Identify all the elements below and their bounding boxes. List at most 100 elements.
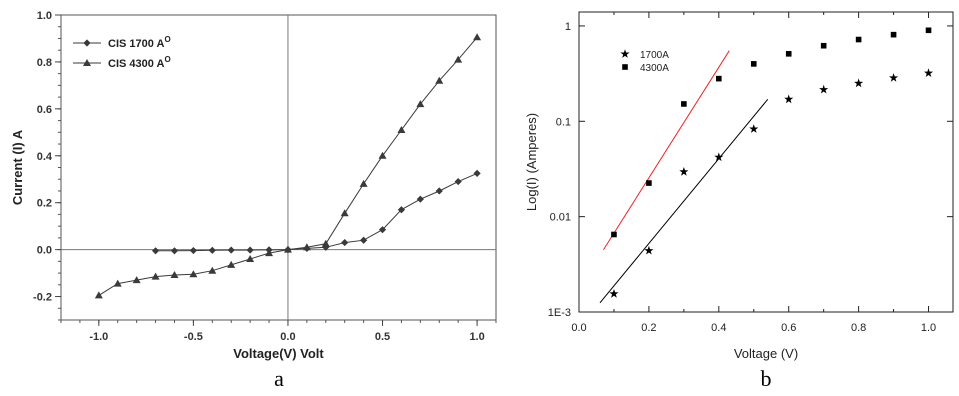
x-tick-label: -0.5 bbox=[184, 331, 203, 343]
x-tick-label: 0.0 bbox=[280, 331, 295, 343]
data-point-series-2 bbox=[925, 27, 932, 34]
data-point-series-1 bbox=[246, 246, 254, 254]
x-tick-label: 0.4 bbox=[711, 322, 726, 334]
data-point-series-1 bbox=[208, 246, 216, 254]
data-point-series-1 bbox=[341, 238, 349, 247]
legend-marker bbox=[83, 39, 91, 47]
data-point-series-1 bbox=[644, 245, 654, 255]
data-point-series-1 bbox=[609, 289, 619, 298]
legend-marker bbox=[620, 49, 630, 58]
x-tick-label: 0.0 bbox=[571, 322, 586, 334]
data-point-series-2 bbox=[890, 31, 897, 38]
x-tick-label: 1.0 bbox=[469, 331, 484, 343]
data-point-series-2 bbox=[646, 180, 652, 186]
x-axis-label: Voltage(V) Volt bbox=[233, 346, 324, 361]
legend-marker bbox=[622, 64, 628, 70]
data-point-series-2 bbox=[321, 239, 330, 247]
data-point-series-2 bbox=[132, 276, 141, 284]
y-tick-label: 1 bbox=[565, 21, 571, 33]
data-point-series-2 bbox=[359, 179, 368, 187]
data-point-series-1 bbox=[151, 247, 160, 255]
y-tick-label: 1.0 bbox=[37, 10, 52, 22]
panel-b: 0.0 0.2 0.4 0.6 0.8 1.0 1E-3 0.01 0.1 1 Voltage (V… bbox=[524, 11, 954, 391]
data-point-series-2 bbox=[820, 42, 827, 49]
data-point-series-1 bbox=[454, 177, 462, 186]
data-point-series-1 bbox=[924, 68, 934, 77]
data-point-series-1 bbox=[784, 94, 794, 104]
data-point-series-1 bbox=[889, 73, 899, 82]
data-point-series-2 bbox=[716, 75, 722, 82]
data-point-series-2 bbox=[170, 270, 179, 278]
x-axis-label: Voltage (V) bbox=[734, 346, 798, 361]
y-tick-label: 1E-3 bbox=[548, 307, 571, 319]
data-point-series-2 bbox=[378, 151, 387, 159]
y-tick-label: 0.2 bbox=[37, 198, 52, 210]
y-tick-label: 0.1 bbox=[556, 116, 571, 128]
panel-label-b: b bbox=[761, 366, 772, 391]
data-point-series-1 bbox=[435, 187, 443, 195]
data-point-series-1 bbox=[378, 226, 387, 234]
data-point-series-2 bbox=[340, 209, 349, 217]
fit-line-2 bbox=[599, 98, 769, 304]
panel-label-a: a bbox=[274, 366, 284, 391]
x-tick-label: 0.6 bbox=[781, 322, 796, 334]
legend-label: CIS 1700 AO bbox=[108, 35, 171, 50]
data-point-series-2 bbox=[681, 101, 687, 107]
data-point-series-2 bbox=[397, 125, 406, 133]
panel-a: -1.0 -0.5 0.0 0.5 1.0 -0.2 0.0 0.2 0.4 0.6 0.8 1.0 V… bbox=[10, 10, 497, 391]
y-axis-label: Log(I) (Amperes) bbox=[524, 113, 539, 211]
data-point-series-2 bbox=[473, 33, 482, 41]
data-point-series-2 bbox=[416, 100, 425, 108]
data-point-series-2 bbox=[302, 243, 311, 251]
y-tick-label: 0.0 bbox=[37, 245, 52, 257]
x-tick-label: 0.8 bbox=[851, 322, 866, 334]
data-point-series-2 bbox=[855, 36, 862, 43]
data-point-series-2 bbox=[189, 270, 198, 278]
y-tick-label: 0.4 bbox=[37, 151, 53, 163]
data-point-series-2 bbox=[113, 279, 122, 287]
x-tick-label: -1.0 bbox=[89, 331, 108, 343]
data-point-series-2 bbox=[208, 266, 217, 274]
legend-superscript: O bbox=[164, 35, 170, 44]
y-axis-label: Current (I) A bbox=[10, 129, 25, 205]
x-tick-label: 1.0 bbox=[921, 322, 936, 334]
data-point-series-2 bbox=[265, 249, 274, 257]
data-point-series-2 bbox=[435, 76, 444, 84]
legend-label: CIS 4300 AO bbox=[108, 55, 171, 70]
data-point-series-1 bbox=[679, 167, 689, 176]
x-tick-label: 0.2 bbox=[641, 322, 656, 334]
data-point-series-2 bbox=[785, 51, 792, 57]
y-tick-label: 0.6 bbox=[37, 104, 52, 116]
data-point-series-1 bbox=[189, 246, 197, 255]
data-point-series-2 bbox=[750, 61, 757, 67]
data-point-series-1 bbox=[473, 169, 481, 177]
plot-frame bbox=[578, 11, 954, 313]
series-line-1 bbox=[155, 172, 478, 252]
data-point-series-1 bbox=[714, 152, 724, 162]
data-point-series-1 bbox=[170, 247, 179, 255]
data-point-series-2 bbox=[283, 245, 292, 253]
legend-superscript: O bbox=[164, 55, 170, 64]
data-point-series-1 bbox=[749, 124, 759, 133]
data-point-series-1 bbox=[416, 195, 424, 203]
data-point-series-1 bbox=[227, 246, 235, 254]
data-point-series-1 bbox=[360, 236, 368, 244]
fit-line-1 bbox=[603, 50, 730, 250]
legend-label: 4300A bbox=[640, 63, 669, 74]
y-tick-label: 0.01 bbox=[550, 212, 571, 224]
legend-label: 1700A bbox=[640, 50, 669, 61]
data-point-series-2 bbox=[94, 291, 103, 299]
y-tick-label: 0.8 bbox=[37, 57, 52, 69]
data-point-series-1 bbox=[819, 84, 829, 94]
y-tick-label: -0.2 bbox=[33, 292, 52, 304]
data-point-series-2 bbox=[151, 272, 160, 280]
data-point-series-1 bbox=[854, 78, 864, 88]
data-point-series-2 bbox=[611, 231, 617, 238]
x-tick-label: 0.5 bbox=[375, 331, 390, 343]
legend-marker bbox=[83, 59, 91, 66]
data-point-series-2 bbox=[454, 55, 463, 63]
data-point-series-2 bbox=[246, 255, 255, 262]
data-point-series-2 bbox=[227, 260, 236, 268]
